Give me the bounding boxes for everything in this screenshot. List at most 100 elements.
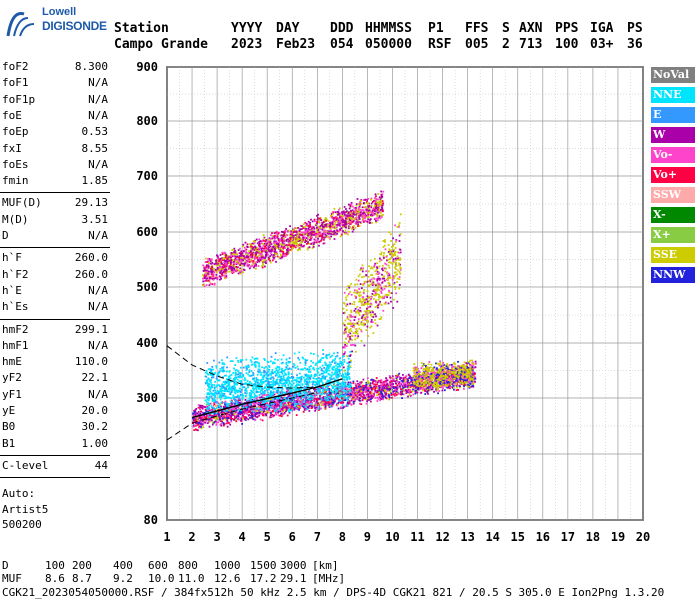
echo-point (267, 406, 270, 409)
echo-point (364, 386, 367, 388)
echo-point (374, 387, 377, 389)
echo-point (234, 392, 237, 395)
echo-point (289, 361, 291, 363)
echo-point (321, 357, 323, 360)
echo-point (305, 359, 307, 362)
echo-point (329, 365, 331, 368)
echo-point (197, 410, 200, 413)
echo-point (376, 386, 378, 389)
echo-point (265, 406, 268, 408)
echo-point (439, 385, 442, 387)
echo-point (300, 392, 303, 395)
echo-point (305, 404, 307, 407)
echo-point (426, 381, 429, 384)
echo-point (354, 393, 357, 396)
echo-point (214, 401, 217, 403)
echo-point (250, 390, 253, 393)
echo-point (408, 392, 411, 394)
echo-point (458, 384, 460, 387)
echo-point (457, 384, 459, 387)
echo-point (324, 398, 327, 400)
echo-point (411, 390, 414, 393)
echo-point (471, 377, 474, 380)
header-col-value: 005 (465, 37, 489, 52)
echo-point (333, 382, 336, 385)
echo-point (235, 402, 238, 405)
parameter-row: foF2 8.300 (2, 60, 108, 76)
echo-point (296, 389, 299, 391)
echo-point (221, 359, 223, 362)
echo-point (261, 389, 264, 392)
echo-point (292, 406, 295, 409)
echo-point (301, 384, 304, 386)
echo-point (395, 379, 398, 382)
echo-point (272, 414, 275, 417)
echo-point (304, 364, 307, 367)
echo-point (318, 409, 320, 411)
echo-point (207, 402, 209, 404)
echo-point (292, 397, 295, 400)
echo-point (234, 372, 237, 374)
echo-point (338, 365, 341, 367)
echo-point (443, 367, 445, 370)
echo-point (209, 389, 211, 391)
echo-point (391, 375, 394, 378)
echo-point (206, 372, 209, 375)
echo-point (259, 418, 262, 421)
echo-point (215, 423, 218, 426)
echo-point (200, 404, 202, 407)
echo-point (410, 384, 413, 386)
echo-point (393, 390, 396, 392)
echo-point (337, 373, 339, 376)
echo-point (412, 369, 415, 372)
echo-point (210, 412, 213, 415)
echo-point (244, 383, 247, 385)
echo-point (202, 421, 205, 424)
echo-point (308, 410, 311, 412)
echo-point (249, 381, 251, 383)
echo-point (220, 412, 223, 414)
echo-point (346, 371, 349, 374)
echo-point (409, 389, 412, 391)
echo-point (277, 382, 280, 385)
echo-point (270, 360, 272, 363)
echo-point (204, 412, 206, 414)
echo-point (239, 412, 241, 415)
echo-point (327, 399, 330, 401)
echo-point (297, 357, 300, 359)
echo-point (281, 403, 284, 406)
echo-point (209, 417, 212, 420)
echo-point (298, 408, 300, 411)
echo-point (446, 381, 448, 384)
echo-point (224, 409, 226, 411)
echo-point (198, 404, 201, 407)
echo-point (314, 409, 316, 412)
echo-point (450, 373, 453, 376)
echo-point (394, 386, 396, 388)
echo-point (259, 391, 262, 393)
echo-point (344, 386, 347, 389)
echo-point (338, 387, 341, 390)
echo-point (377, 390, 380, 393)
echo-point (347, 395, 350, 398)
echo-point (263, 391, 266, 393)
echo-point (224, 381, 227, 384)
echo-point (451, 374, 454, 376)
echo-point (467, 374, 469, 377)
echo-point (342, 395, 344, 397)
echo-point (286, 387, 288, 390)
echo-point (225, 382, 228, 385)
echo-point (408, 374, 411, 377)
echo-point (396, 388, 399, 391)
echo-point (369, 386, 372, 389)
echo-point (452, 375, 455, 378)
x-tick-label: 7 (314, 530, 321, 544)
echo-point (230, 397, 232, 400)
y-tick-label: 600 (136, 225, 158, 239)
echo-point (459, 386, 461, 389)
echo-point (223, 407, 225, 409)
echo-point (285, 368, 288, 370)
echo-point (235, 389, 238, 391)
echo-point (255, 397, 258, 400)
echo-point (218, 405, 220, 408)
